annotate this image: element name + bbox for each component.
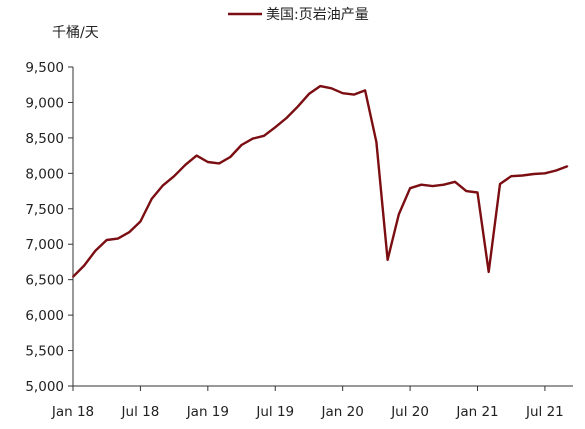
- data-point: [397, 213, 400, 216]
- x-tick-label: Jan 21: [455, 404, 498, 420]
- data-point: [521, 174, 524, 177]
- x-axis: Jan 18 Jul 18 Jan 19 Jul 19 Jan 20 Jul 20 Jan …: [51, 385, 573, 420]
- data-point: [465, 190, 468, 192]
- data-point: [308, 93, 310, 95]
- y-tick-label: 6,000: [25, 308, 64, 324]
- data-point: [128, 231, 131, 234]
- data-point: [274, 126, 277, 129]
- x-tick-label: Jul 21: [525, 404, 564, 420]
- data-point: [240, 144, 243, 146]
- data-point: [251, 137, 254, 140]
- plot-area: [72, 84, 569, 278]
- data-point: [566, 165, 569, 168]
- data-point: [218, 162, 220, 165]
- y-tick-label: 9,500: [25, 60, 64, 76]
- x-tick-label: Jul 18: [121, 404, 160, 420]
- data-point: [510, 175, 513, 178]
- data-point: [487, 270, 490, 273]
- data-point: [195, 154, 198, 157]
- y-tick-label: 5,000: [25, 379, 64, 395]
- data-point: [476, 191, 479, 194]
- y-axis: 5,000 5,500 6,000 6,500 7,000 7,500 8,000 8,500…: [25, 60, 74, 395]
- data-point: [117, 237, 119, 240]
- data-point: [409, 187, 411, 190]
- y-axis-unit-label: 千桶/天: [52, 25, 99, 41]
- legend-label: 美国:页岩油产量: [266, 7, 369, 23]
- y-tick-label: 5,500: [25, 344, 64, 360]
- data-point: [319, 85, 322, 88]
- data-point: [105, 239, 108, 241]
- data-point: [206, 161, 209, 163]
- x-tick-label: Jan 20: [321, 404, 364, 420]
- y-tick-label: 8,000: [25, 166, 64, 182]
- data-point: [454, 180, 456, 183]
- series-line: [72, 84, 568, 278]
- data-point: [532, 173, 535, 175]
- data-point: [341, 92, 344, 95]
- x-tick-label: Jul 19: [255, 404, 294, 420]
- data-point: [229, 156, 232, 158]
- data-point: [161, 184, 164, 187]
- data-point: [420, 183, 423, 186]
- data-point: [173, 175, 176, 178]
- data-point: [375, 141, 378, 144]
- data-point: [184, 163, 187, 166]
- x-tick-label: Jul 20: [390, 404, 429, 420]
- data-point: [499, 183, 501, 185]
- data-point: [442, 183, 445, 186]
- data-point: [431, 185, 434, 187]
- data-point: [139, 220, 142, 223]
- data-point: [555, 169, 558, 172]
- legend: 美国:页岩油产量: [228, 7, 369, 23]
- data-point: [263, 134, 265, 137]
- y-tick-label: 7,000: [25, 237, 64, 253]
- data-point: [72, 275, 74, 278]
- y-tick-label: 7,500: [25, 202, 64, 218]
- y-tick-label: 8,500: [25, 131, 64, 147]
- data-point: [544, 172, 546, 175]
- data-point: [83, 264, 86, 267]
- x-tick-label: Jan 18: [51, 404, 94, 420]
- data-point: [150, 197, 153, 200]
- y-tick-label: 6,500: [25, 273, 64, 289]
- data-point: [330, 87, 333, 90]
- data-point: [352, 93, 355, 96]
- data-point: [94, 249, 97, 252]
- y-tick-label: 9,000: [25, 95, 64, 111]
- data-point: [386, 258, 389, 261]
- x-tick-label: Jan 19: [186, 404, 229, 420]
- data-point: [285, 117, 288, 119]
- data-point: [364, 89, 367, 92]
- data-point: [296, 105, 299, 108]
